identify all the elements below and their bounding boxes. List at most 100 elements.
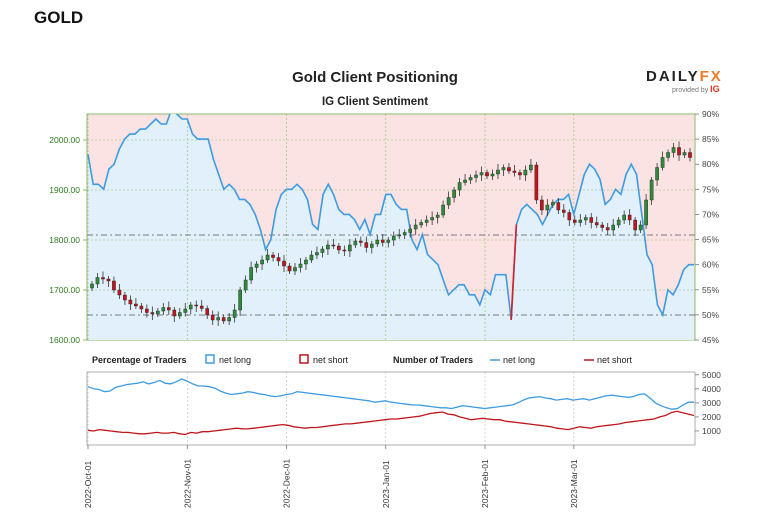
left-tick-label: 1900.00	[49, 185, 80, 195]
candle	[512, 170, 517, 173]
candle	[156, 310, 160, 315]
candle	[161, 307, 166, 312]
candle	[254, 263, 259, 268]
candle	[331, 244, 336, 247]
candle	[348, 244, 352, 252]
candle	[446, 197, 451, 206]
left-tick-label: 1700.00	[49, 285, 80, 295]
candle	[359, 240, 363, 243]
candle	[567, 212, 572, 221]
legend-number-label: Number of Traders	[393, 355, 473, 365]
candle	[578, 219, 583, 223]
candle	[671, 147, 676, 153]
traders-short-line	[87, 410, 695, 436]
candle	[276, 257, 281, 262]
legend-net-long-swatch	[205, 354, 215, 364]
traders-tick-label: 2000	[702, 412, 721, 422]
candle	[655, 167, 659, 181]
candle	[529, 164, 533, 171]
candle	[150, 312, 155, 315]
right-tick-label: 55%	[702, 285, 719, 295]
x-tick-label: 2022-Nov-01	[182, 459, 192, 508]
x-tick-label: 2023-Mar-01	[569, 459, 579, 508]
x-tick-label: 2022-Dec-01	[282, 459, 292, 508]
candle	[298, 263, 303, 268]
candle	[638, 224, 643, 231]
price-sentiment-chart: 2000.00 1900.00 1800.00 1700.00 1600.00 90% 85…	[49, 109, 719, 345]
candle	[430, 217, 434, 221]
candle	[205, 308, 210, 316]
candle	[391, 235, 396, 241]
candle	[353, 240, 358, 246]
candle	[249, 267, 253, 281]
candle	[600, 224, 605, 228]
candle	[622, 214, 626, 221]
logo-ig: IG	[710, 84, 720, 94]
candle	[644, 199, 648, 226]
candle	[112, 280, 116, 291]
candle	[320, 248, 325, 253]
candle	[452, 189, 456, 198]
candle	[315, 252, 319, 256]
left-tick-label: 2000.00	[49, 135, 80, 145]
candle	[534, 164, 539, 201]
candle	[172, 309, 177, 317]
candle	[326, 244, 330, 250]
candle	[183, 308, 188, 313]
x-tick-label: 2023-Feb-01	[480, 459, 490, 508]
candle	[221, 317, 226, 322]
candle	[232, 309, 237, 318]
candle	[210, 314, 215, 321]
candle	[139, 305, 144, 310]
legend-number-short-label: net short	[597, 355, 633, 365]
candle	[572, 219, 577, 223]
legend-net-short-label: net short	[313, 355, 349, 365]
page-title: GOLD	[34, 8, 84, 27]
candle	[523, 169, 528, 176]
candle	[188, 304, 193, 310]
legend-number-long-label: net long	[503, 355, 535, 365]
candle	[177, 312, 182, 317]
traders-plot-area	[86, 371, 696, 446]
candle	[682, 152, 687, 156]
left-tick-label: 1600.00	[49, 335, 80, 345]
traders-tick-label: 1000	[702, 426, 721, 436]
net-short-segment	[510, 224, 518, 320]
candle	[583, 217, 588, 221]
candle	[507, 167, 511, 172]
candle	[413, 224, 418, 230]
net-long-line	[87, 114, 694, 320]
candle	[380, 239, 385, 243]
candle	[419, 222, 423, 226]
candle	[145, 308, 149, 313]
candle	[660, 157, 665, 168]
candle	[441, 204, 445, 216]
candle	[649, 179, 654, 201]
logo-fx: FX	[699, 68, 723, 85]
candle	[287, 265, 292, 272]
candle	[167, 307, 171, 311]
candle	[627, 214, 632, 221]
candle	[485, 172, 489, 177]
candle	[666, 152, 670, 158]
candle	[677, 147, 681, 156]
candle	[271, 254, 275, 258]
candle	[364, 242, 369, 248]
candle	[562, 209, 566, 213]
x-tick-label: 2023-Jan-01	[381, 460, 391, 508]
candle	[490, 173, 495, 177]
candle	[435, 214, 440, 218]
candle	[95, 277, 100, 285]
candle	[106, 278, 111, 282]
candle	[556, 202, 561, 211]
candle	[386, 239, 391, 243]
candle	[551, 202, 555, 206]
logo-daily: DAILY	[646, 68, 700, 85]
right-tick-label: 60%	[702, 260, 719, 270]
candle	[342, 249, 347, 252]
chart-subtitle: IG Client Sentiment	[321, 96, 429, 108]
right-tick-label: 50%	[702, 310, 719, 320]
legend: Percentage of Traders net long net short…	[92, 354, 633, 365]
candle	[117, 289, 122, 296]
chart-title: Gold Client Positioning	[292, 69, 458, 86]
